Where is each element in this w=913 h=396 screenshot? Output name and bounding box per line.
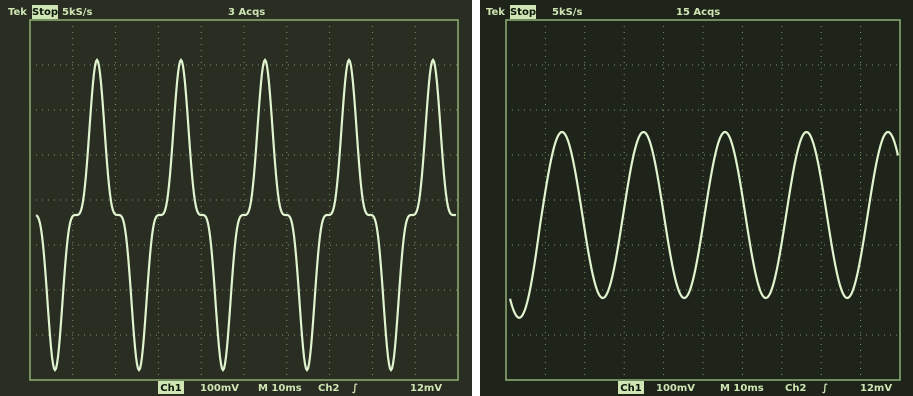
channel: Ch1 (620, 383, 641, 394)
trigger-symbol: ∫ (352, 383, 358, 394)
status: Stop (32, 7, 58, 18)
left-screen (0, 0, 472, 396)
channel: Ch1 (160, 383, 181, 394)
scope-photos: Tek Stop 5kS/s 3 Acqs Ch1 100mV M 10ms C… (0, 0, 913, 396)
volts-div: 100mV (200, 383, 239, 394)
brand: Tek (8, 7, 27, 18)
trigger-symbol: ∫ (822, 383, 828, 394)
trigger-level: 12mV (860, 383, 892, 394)
acquisitions: 15 Acqs (676, 7, 720, 18)
time-div: M 10ms (720, 383, 764, 394)
trigger-channel: Ch2 (318, 383, 339, 394)
sample-rate: 5kS/s (552, 7, 582, 18)
volts-div: 100mV (656, 383, 695, 394)
trigger-level: 12mV (410, 383, 442, 394)
sample-rate: 5kS/s (62, 7, 92, 18)
trigger-channel: Ch2 (785, 383, 806, 394)
acquisitions: 3 Acqs (228, 7, 265, 18)
brand: Tek (486, 7, 505, 18)
status: Stop (510, 7, 536, 18)
time-div: M 10ms (258, 383, 302, 394)
